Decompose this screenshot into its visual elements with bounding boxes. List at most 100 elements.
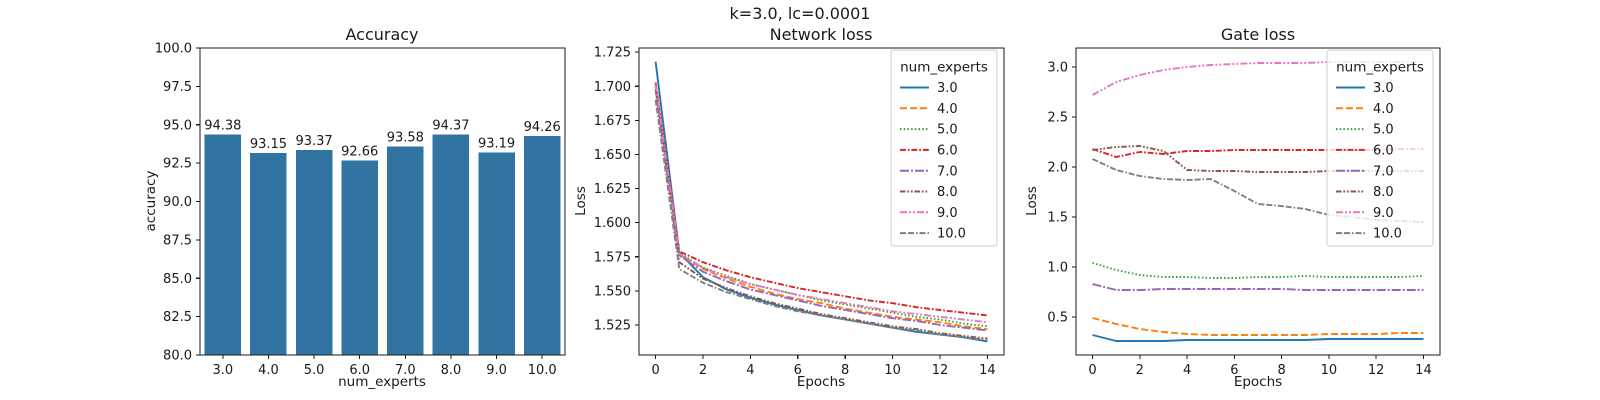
legend-entry-label: 3.0 bbox=[937, 81, 958, 96]
y-tick-label: 95.0 bbox=[163, 118, 192, 133]
y-tick-label: 90.0 bbox=[163, 195, 192, 210]
legend-entry-label: 4.0 bbox=[937, 102, 958, 117]
x-tick-label: 9.0 bbox=[486, 363, 507, 378]
legend-entry: 10.0 bbox=[1336, 227, 1402, 242]
legend-entry: 10.0 bbox=[900, 227, 966, 242]
bar-value-label: 93.37 bbox=[295, 134, 332, 149]
legend-entry: 5.0 bbox=[1336, 123, 1394, 138]
y-tick-label: 100.0 bbox=[155, 42, 192, 57]
legend-entry-label: 7.0 bbox=[937, 164, 958, 179]
x-tick-label: 6.0 bbox=[349, 363, 370, 378]
x-tick-label: 14 bbox=[1415, 363, 1432, 378]
x-tick-label: 0 bbox=[1088, 363, 1096, 378]
series-line-8.0 bbox=[654, 88, 988, 340]
legend-entry-label: 5.0 bbox=[937, 123, 958, 138]
legend-entry-label: 8.0 bbox=[937, 185, 958, 200]
x-tick-label: 10 bbox=[884, 363, 901, 378]
y-tick-label: 1.675 bbox=[594, 114, 631, 129]
legend-entry-label: 10.0 bbox=[1373, 227, 1402, 242]
legend-entry: 3.0 bbox=[1336, 81, 1394, 96]
legend-entry: 6.0 bbox=[1336, 143, 1394, 158]
legend-entry-label: 10.0 bbox=[937, 227, 966, 242]
y-tick-label: 1.550 bbox=[594, 284, 631, 299]
y-tick-label: 1.725 bbox=[594, 46, 631, 61]
legend-entry: 6.0 bbox=[900, 143, 958, 158]
legend-entry: 9.0 bbox=[900, 206, 958, 221]
x-tick-label: 4 bbox=[1183, 363, 1191, 378]
y-tick-label: 97.5 bbox=[163, 80, 192, 95]
y-tick-label: 1.650 bbox=[594, 148, 631, 163]
legend-entry: 3.0 bbox=[900, 81, 958, 96]
y-tick-label: 1.625 bbox=[594, 182, 631, 197]
series-line-4.0 bbox=[1092, 317, 1424, 336]
gate-loss-ylabel: Loss bbox=[1024, 186, 1040, 216]
network-loss-ylabel: Loss bbox=[573, 186, 589, 216]
y-tick-label: 1.700 bbox=[594, 80, 631, 95]
series-line-9.0 bbox=[654, 84, 988, 324]
series-line-7.0 bbox=[654, 86, 988, 332]
y-tick-label: 80.0 bbox=[163, 349, 192, 364]
bar-value-label: 94.37 bbox=[432, 118, 469, 133]
x-tick-label: 8.0 bbox=[441, 363, 462, 378]
legend-entry-label: 4.0 bbox=[1373, 102, 1394, 117]
bar bbox=[204, 134, 242, 355]
legend: num_experts 3.0 4.0 5.0 6.0 7.0 8.0 9.0 10.0 bbox=[890, 49, 998, 247]
legend-entry: 4.0 bbox=[900, 102, 958, 117]
x-tick-label: 14 bbox=[979, 363, 996, 378]
bar bbox=[432, 134, 470, 355]
x-tick-label: 6 bbox=[794, 363, 802, 378]
x-tick-label: 12 bbox=[932, 363, 949, 378]
legend-title: num_experts bbox=[1336, 60, 1424, 76]
y-tick-label: 1.600 bbox=[594, 216, 631, 231]
x-tick-label: 10 bbox=[1321, 363, 1338, 378]
gate-loss-title: Gate loss bbox=[1220, 25, 1296, 44]
x-tick-label: 2 bbox=[1136, 363, 1144, 378]
legend-entry-label: 8.0 bbox=[1373, 185, 1394, 200]
legend-entry-label: 6.0 bbox=[937, 143, 958, 158]
legend: num_experts 3.0 4.0 5.0 6.0 7.0 8.0 9.0 10.0 bbox=[1326, 49, 1434, 247]
x-tick-label: 10.0 bbox=[528, 363, 557, 378]
y-tick-label: 2.0 bbox=[1047, 161, 1068, 176]
legend-entry-label: 9.0 bbox=[1373, 206, 1394, 221]
legend-entry: 4.0 bbox=[1336, 102, 1394, 117]
network-loss-chart: 1.525 1.550 1.575 1.600 1.625 1.650 1.675 1.700… bbox=[594, 46, 1005, 378]
x-tick-label: 12 bbox=[1368, 363, 1385, 378]
x-tick-label: 0 bbox=[651, 363, 659, 378]
legend-entry-label: 6.0 bbox=[1373, 143, 1394, 158]
legend-entry: 7.0 bbox=[900, 164, 958, 179]
network-loss-title: Network loss bbox=[769, 25, 873, 44]
y-tick-label: 87.5 bbox=[163, 233, 192, 248]
bar bbox=[387, 146, 424, 355]
legend-box bbox=[890, 49, 998, 247]
bar-value-label: 94.38 bbox=[204, 118, 241, 133]
accuracy-title: Accuracy bbox=[345, 25, 419, 44]
x-tick-label: 4.0 bbox=[258, 363, 279, 378]
figure-suptitle: k=3.0, lc=0.0001 bbox=[729, 4, 871, 23]
legend-entry-label: 5.0 bbox=[1373, 123, 1394, 138]
y-tick-label: 0.5 bbox=[1047, 311, 1068, 326]
x-tick-label: 4 bbox=[746, 363, 754, 378]
series-line-10.0 bbox=[654, 99, 988, 341]
bar-value-label: 93.58 bbox=[387, 131, 424, 146]
series-line-5.0 bbox=[1092, 262, 1424, 279]
accuracy-ylabel: accuracy bbox=[143, 170, 159, 232]
x-tick-label: 3.0 bbox=[212, 363, 233, 378]
y-tick-label: 1.575 bbox=[594, 250, 631, 265]
bar bbox=[250, 153, 287, 355]
axes-frame bbox=[199, 47, 566, 356]
legend-entry-label: 9.0 bbox=[937, 206, 958, 221]
x-tick-label: 2 bbox=[699, 363, 707, 378]
bar bbox=[341, 160, 378, 355]
x-tick-label: 7.0 bbox=[395, 363, 416, 378]
y-tick-label: 2.5 bbox=[1047, 111, 1068, 126]
accuracy-xlabel: num_experts bbox=[338, 374, 426, 390]
series-line-7.0 bbox=[1092, 283, 1424, 291]
gate-loss-chart: 0.5 1.0 1.5 2.0 2.5 3.0 0 2 4 6 8 10 12 14 num_experts… bbox=[1047, 47, 1441, 378]
bar bbox=[523, 136, 561, 355]
y-tick-label: 92.5 bbox=[163, 157, 192, 172]
y-tick-label: 3.0 bbox=[1047, 61, 1068, 76]
y-tick-label: 82.5 bbox=[163, 310, 192, 325]
legend-entry: 9.0 bbox=[1336, 206, 1394, 221]
bar-value-label: 93.15 bbox=[250, 137, 287, 152]
